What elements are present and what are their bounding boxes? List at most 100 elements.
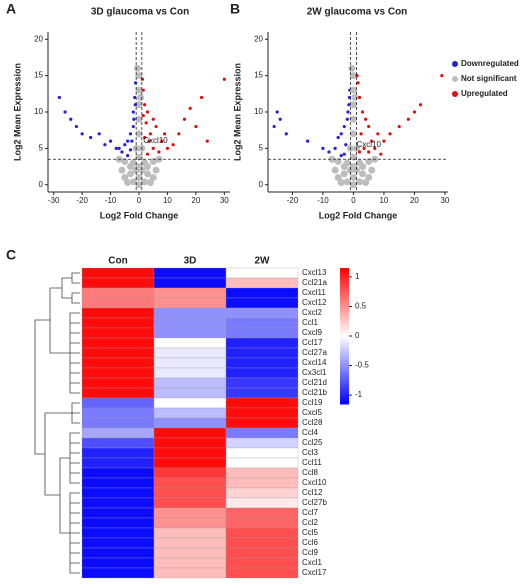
colorbar-segment — [340, 363, 349, 368]
y-tick-label: 10 — [34, 107, 43, 116]
y-tick-label: 15 — [34, 71, 43, 80]
legend-label: Not significant — [461, 74, 517, 83]
cell — [225, 467, 299, 479]
point — [306, 139, 310, 143]
cell — [153, 437, 227, 449]
point — [108, 139, 113, 143]
cell — [225, 357, 299, 369]
cell — [81, 337, 155, 349]
point — [340, 163, 348, 171]
colorbar-segment — [340, 373, 349, 378]
colorbar-segment — [340, 400, 349, 405]
point — [143, 103, 147, 107]
point — [418, 103, 423, 107]
row-label: Cxcl14 — [302, 358, 327, 367]
point — [121, 173, 129, 181]
cell — [81, 477, 155, 489]
point — [69, 117, 73, 121]
row-label: Ccl5 — [302, 528, 319, 537]
colorbar-segment — [340, 315, 349, 320]
point — [123, 143, 127, 147]
colorbar-segment — [340, 329, 349, 334]
panel-label: C — [6, 247, 16, 263]
row-label: Ccl2 — [302, 518, 319, 527]
cell — [225, 457, 299, 469]
point — [194, 124, 198, 129]
cell — [225, 507, 299, 519]
cell — [81, 397, 155, 409]
point — [128, 132, 133, 136]
point — [129, 178, 137, 186]
point — [205, 139, 209, 143]
colorbar-segment — [340, 339, 349, 344]
cell — [81, 447, 155, 459]
point — [151, 117, 155, 121]
point — [133, 95, 137, 100]
point — [356, 178, 364, 186]
cell — [225, 307, 299, 319]
point — [120, 150, 124, 154]
row-label: Cxcl1 — [302, 558, 323, 567]
row-label: Ccl21a — [302, 278, 327, 287]
row-label: Cxcl10 — [302, 478, 327, 487]
colorbar-segment — [340, 271, 349, 276]
cell — [153, 337, 227, 349]
cell — [81, 407, 155, 419]
point — [144, 170, 152, 178]
colorbar-segment — [340, 305, 349, 310]
cell — [153, 387, 227, 399]
point — [145, 152, 150, 156]
point — [152, 166, 160, 174]
point — [143, 135, 147, 140]
row-label: Cxcl17 — [302, 568, 327, 577]
point — [80, 132, 84, 136]
row-label: Ccl11 — [302, 458, 322, 467]
colorbar-segment — [340, 285, 349, 289]
y-tick-label: 5 — [39, 143, 44, 152]
colorbar-segment — [340, 312, 349, 317]
colorbar-tick-label: 1 — [355, 272, 360, 281]
colorbar-segment — [340, 393, 349, 398]
point — [342, 124, 346, 129]
colorbar-segment — [340, 356, 349, 361]
dendrogram — [34, 272, 80, 574]
legend-marker — [452, 76, 458, 82]
point — [162, 132, 167, 136]
x-tick-label: 20 — [410, 196, 419, 205]
cell — [225, 287, 299, 299]
point — [133, 81, 138, 85]
point — [333, 146, 337, 150]
cell — [81, 307, 155, 319]
cell — [81, 547, 155, 559]
colorbar-segment — [340, 274, 349, 279]
x-tick-label: 10 — [379, 196, 388, 205]
colorbar-segment — [340, 349, 349, 354]
point — [114, 146, 118, 150]
point — [124, 179, 132, 187]
x-axis-label: Log2 Fold Change — [319, 210, 398, 220]
cell — [81, 387, 155, 399]
cell — [225, 267, 299, 279]
colorbar-segment — [340, 288, 349, 293]
x-tick-label: -20 — [287, 196, 299, 205]
point — [412, 110, 417, 114]
point — [135, 86, 143, 94]
cell — [225, 397, 299, 409]
point — [74, 124, 79, 129]
legend-label: Upregulated — [461, 89, 508, 98]
point — [284, 132, 288, 136]
cell — [225, 427, 299, 439]
colorbar-segment — [340, 376, 349, 381]
cell — [81, 517, 155, 529]
point — [130, 139, 134, 143]
row-label: Ccl1 — [302, 318, 319, 327]
cell — [225, 447, 299, 459]
row-label: Ccl19 — [302, 398, 323, 407]
cell — [225, 567, 299, 579]
point — [145, 110, 150, 114]
point — [118, 166, 126, 174]
cell — [153, 447, 227, 459]
point — [349, 153, 357, 161]
legend-marker — [452, 61, 458, 67]
